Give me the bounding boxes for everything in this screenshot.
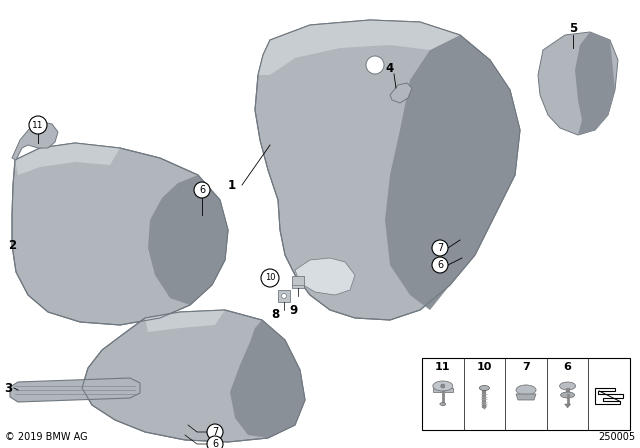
Polygon shape [538,32,618,135]
Polygon shape [12,143,228,325]
Circle shape [432,240,448,256]
Polygon shape [258,20,460,75]
Polygon shape [564,404,571,408]
Text: 10: 10 [477,362,492,372]
Circle shape [207,424,223,440]
Text: 2: 2 [8,238,16,251]
Polygon shape [516,394,536,400]
Polygon shape [148,175,228,305]
Ellipse shape [479,385,490,391]
Polygon shape [295,258,355,295]
Bar [278,290,290,302]
Text: 10: 10 [265,273,275,283]
Text: 7: 7 [437,243,443,253]
Text: 6: 6 [199,185,205,195]
Ellipse shape [561,392,575,398]
Text: 8: 8 [271,309,279,322]
Text: 1: 1 [228,178,236,191]
Ellipse shape [516,385,536,395]
Text: 6: 6 [212,439,218,448]
Polygon shape [145,310,225,332]
Polygon shape [433,388,453,392]
Text: 4: 4 [386,61,394,74]
Circle shape [261,269,279,287]
Text: 3: 3 [4,382,12,395]
Polygon shape [385,35,520,310]
Polygon shape [12,122,58,160]
Polygon shape [82,310,305,442]
Polygon shape [10,378,140,402]
Polygon shape [15,143,120,175]
Circle shape [441,384,445,388]
Text: 7: 7 [212,427,218,437]
Text: 250005: 250005 [598,432,635,442]
Polygon shape [595,388,623,404]
Circle shape [432,257,448,273]
Polygon shape [390,83,412,103]
Ellipse shape [559,382,575,390]
Text: 7: 7 [522,362,530,372]
Bar [292,276,304,288]
Text: © 2019 BMW AG: © 2019 BMW AG [5,432,88,442]
Ellipse shape [433,381,453,391]
Circle shape [194,182,210,198]
Text: 11: 11 [32,121,44,129]
Text: 5: 5 [569,22,577,34]
Text: 6: 6 [437,260,443,270]
Text: 9: 9 [290,303,298,316]
Circle shape [207,436,223,448]
Bar [422,358,630,430]
Polygon shape [255,20,520,320]
Text: 11: 11 [435,362,451,372]
Circle shape [282,293,287,298]
Polygon shape [230,320,305,438]
Circle shape [29,116,47,134]
Polygon shape [575,32,615,135]
Circle shape [366,56,384,74]
Ellipse shape [440,402,446,405]
Text: 6: 6 [564,362,572,372]
